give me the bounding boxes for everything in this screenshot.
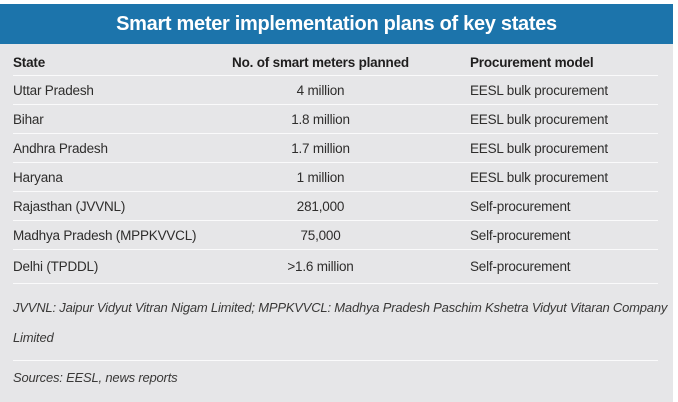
procurement-cell: Self-procurement (470, 198, 571, 214)
procurement-cell: EESL bulk procurement (470, 111, 608, 127)
state-cell: Rajasthan (JVVNL) (13, 198, 126, 214)
table-row: Bihar 1.8 million EESL bulk procurement (13, 105, 658, 134)
column-header-procurement-model: Procurement model (470, 55, 594, 70)
figure-title-bar: Smart meter implementation plans of key … (0, 4, 673, 44)
table-row: Haryana 1 million EESL bulk procurement (13, 163, 658, 192)
table-row: Andhra Pradesh 1.7 million EESL bulk pro… (13, 134, 658, 163)
meters-cell: 281,000 (296, 198, 345, 214)
procurement-cell: EESL bulk procurement (470, 169, 608, 185)
state-cell: Madhya Pradesh (MPPKVVCL) (13, 227, 197, 243)
state-cell: Delhi (TPDDL) (13, 259, 99, 274)
figure-title: Smart meter implementation plans of key … (116, 12, 557, 35)
meters-cell: 75,000 (300, 227, 341, 243)
column-header-meters-planned: No. of smart meters planned (232, 55, 409, 70)
smart-meter-table-figure: Smart meter implementation plans of key … (0, 4, 673, 402)
state-cell: Andhra Pradesh (13, 140, 108, 156)
meters-cell: 1 million (296, 169, 345, 185)
procurement-cell: Self-procurement (470, 259, 571, 274)
meters-cell: 4 million (296, 82, 345, 98)
procurement-cell: EESL bulk procurement (470, 140, 608, 156)
table-header-row: State No. of smart meters planned Procur… (13, 44, 658, 76)
table-row: Madhya Pradesh (MPPKVVCL) 75,000 Self-pr… (13, 221, 658, 250)
abbreviations-footnote: JVVNL: Jaipur Vidyut Vitran Nigam Limite… (0, 284, 673, 353)
state-cell: Uttar Pradesh (13, 82, 94, 98)
sources-divider-line (13, 360, 658, 361)
meters-cell: 1.7 million (291, 140, 350, 156)
meters-cell: >1.6 million (287, 259, 354, 274)
data-table: State No. of smart meters planned Procur… (0, 44, 673, 284)
meters-cell: 1.8 million (291, 111, 350, 127)
footnote-line: JVVNL: Jaipur Vidyut Vitran Nigam Limite… (13, 300, 668, 315)
sources-note: Sources: EESL, news reports (13, 370, 178, 385)
table-row: Uttar Pradesh 4 million EESL bulk procur… (13, 76, 658, 105)
footnote-line: Limited (13, 330, 54, 345)
table-row: Rajasthan (JVVNL) 281,000 Self-procureme… (13, 192, 658, 221)
column-header-state: State (13, 55, 46, 70)
state-cell: Haryana (13, 169, 63, 185)
state-cell: Bihar (13, 111, 44, 127)
procurement-cell: EESL bulk procurement (470, 82, 608, 98)
table-row: Delhi (TPDDL) >1.6 million Self-procurem… (13, 250, 658, 284)
procurement-cell: Self-procurement (470, 227, 571, 243)
